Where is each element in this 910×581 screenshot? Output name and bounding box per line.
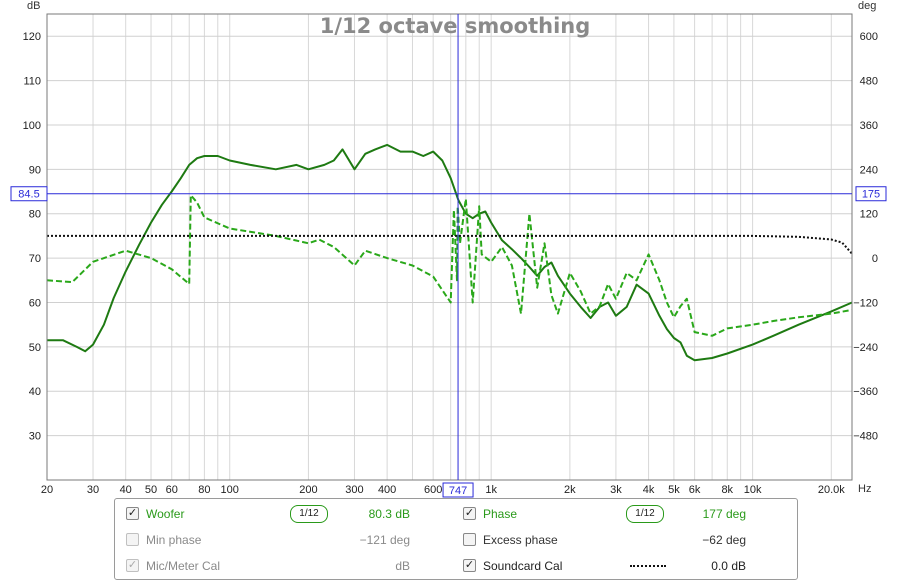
soundcard-cal-line-swatch	[630, 565, 666, 567]
soundcard-cal-checkbox[interactable]: ✓	[463, 559, 476, 572]
x-tick-label: 8k	[721, 484, 733, 496]
x-tick-label: 300	[345, 484, 363, 496]
series-layer	[46, 143, 853, 362]
legend-row-cal: ✓ Mic/Meter Cal dB ✓ Soundcard Cal 0.0 d…	[115, 553, 797, 577]
cursor-freq-box	[442, 482, 474, 498]
y-left-tick-label: 110	[23, 76, 41, 88]
x-tick-label: 5k	[668, 484, 680, 496]
y-right-tick-label: 0	[872, 253, 878, 265]
x-tick-label: 60	[166, 484, 178, 496]
x-tick-label: 6k	[689, 484, 701, 496]
y-left-tick-label: 60	[29, 297, 41, 309]
y-right-tick-label: −120	[853, 297, 878, 309]
right-unit-label: deg	[858, 0, 876, 12]
chart-title: 1/12 octave smoothing	[320, 14, 591, 38]
x-tick-label: 3k	[610, 484, 622, 496]
cursor-phase-box	[855, 186, 887, 202]
y-right-tick-label: −360	[853, 386, 878, 398]
excess-phase-label: Excess phase	[483, 533, 558, 547]
woofer-value: 80.3 dB	[368, 507, 410, 521]
y-right-tick-label: 240	[860, 164, 878, 176]
x-tick-label: 10k	[744, 484, 762, 496]
y-left-tick-label: 100	[23, 120, 41, 132]
phase-smoothing-badge[interactable]: 1/12	[626, 505, 664, 523]
x-tick-label: 600	[424, 484, 442, 496]
x-tick-label: 50	[145, 484, 157, 496]
mic-meter-cal-value: dB	[395, 559, 410, 573]
x-unit-label: Hz	[858, 483, 871, 495]
y-left-tick-label: 90	[29, 164, 41, 176]
x-tick-label: 30	[87, 484, 99, 496]
cursor-level-box	[10, 186, 48, 202]
y-left-tick-label: 40	[29, 386, 41, 398]
x-tick-label: 200	[299, 484, 317, 496]
x-tick-label: 40	[120, 484, 132, 496]
y-right-tick-label: 600	[860, 31, 878, 43]
phase-value: 177 deg	[702, 507, 746, 521]
woofer-smoothing-badge[interactable]: 1/12	[290, 505, 328, 523]
legend-row-minphase: Min phase −121 deg Excess phase −62 deg	[115, 527, 797, 551]
woofer-checkbox[interactable]: ✓	[126, 507, 139, 520]
excess-phase-checkbox[interactable]	[463, 533, 476, 546]
y-left-tick-label: 30	[29, 431, 41, 443]
excess-phase-value: −62 deg	[702, 533, 746, 547]
phase-label: Phase	[483, 507, 518, 521]
y-left-tick-label: 50	[29, 342, 41, 354]
y-right-tick-label: −480	[853, 431, 878, 443]
y-right-tick-label: 360	[860, 120, 878, 132]
woofer-label: Woofer	[146, 507, 185, 521]
cursor-phase-label: 175	[862, 189, 880, 201]
min-phase-checkbox[interactable]	[126, 533, 139, 546]
y-right-tick-label: −240	[853, 342, 878, 354]
x-tick-label: 80	[198, 484, 210, 496]
x-tick-label: 4k	[643, 484, 655, 496]
soundcard-cal-label: Soundcard Cal	[483, 559, 563, 573]
tick-labels: 20 30 40 50 60 80 100 200 300 400 600 1k 2k 3k 4k 5k 6k 8…	[23, 31, 878, 496]
x-tick-label: 2k	[564, 484, 576, 496]
soundcard-cal-value: 0.0 dB	[711, 559, 746, 573]
mic-meter-cal-checkbox[interactable]: ✓	[126, 559, 139, 572]
x-tick-label: 20	[41, 484, 53, 496]
phase-checkbox[interactable]: ✓	[463, 507, 476, 520]
x-tick-label: 20.0k	[818, 484, 845, 496]
y-left-tick-label: 120	[23, 31, 41, 43]
legend-row-woofer: ✓ Woofer 1/12 80.3 dB ✓ Phase 1/12 177 d…	[115, 501, 797, 525]
series-woofer-phase	[46, 194, 853, 337]
x-tick-label: 400	[378, 484, 396, 496]
mic-meter-cal-label: Mic/Meter Cal	[146, 559, 221, 573]
x-tick-label: 100	[221, 484, 239, 496]
x-tick-label: 1k	[485, 484, 497, 496]
plot-frame	[46, 13, 853, 481]
series-soundcard-cal	[47, 234, 853, 255]
grid	[47, 14, 852, 480]
y-left-tick-label: 80	[29, 209, 41, 221]
y-right-tick-label: 480	[860, 76, 878, 88]
frequency-response-chart[interactable]: 1/12 octave smoothing dB deg Hz 20 30 40 50…	[0, 0, 910, 498]
cursor-freq-label: 747	[449, 485, 467, 497]
y-right-tick-label: 120	[860, 209, 878, 221]
legend-panel: ✓ Woofer 1/12 80.3 dB ✓ Phase 1/12 177 d…	[114, 498, 798, 580]
min-phase-value: −121 deg	[359, 533, 410, 547]
cursor: 84.5 175 747	[10, 14, 887, 498]
cursor-level-label: 84.5	[18, 189, 39, 201]
min-phase-label: Min phase	[146, 533, 202, 547]
y-left-tick-label: 70	[29, 253, 41, 265]
left-unit-label: dB	[27, 0, 40, 12]
